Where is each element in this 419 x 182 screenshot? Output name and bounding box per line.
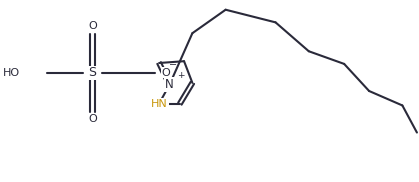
Text: O: O	[88, 21, 97, 31]
Text: N: N	[165, 78, 174, 91]
Text: +: +	[177, 71, 185, 80]
Text: S: S	[88, 66, 96, 79]
Text: HN: HN	[151, 99, 168, 109]
Text: O: O	[161, 68, 170, 78]
Text: HO: HO	[3, 68, 20, 78]
Text: −: −	[169, 60, 177, 70]
Text: O: O	[88, 114, 97, 124]
